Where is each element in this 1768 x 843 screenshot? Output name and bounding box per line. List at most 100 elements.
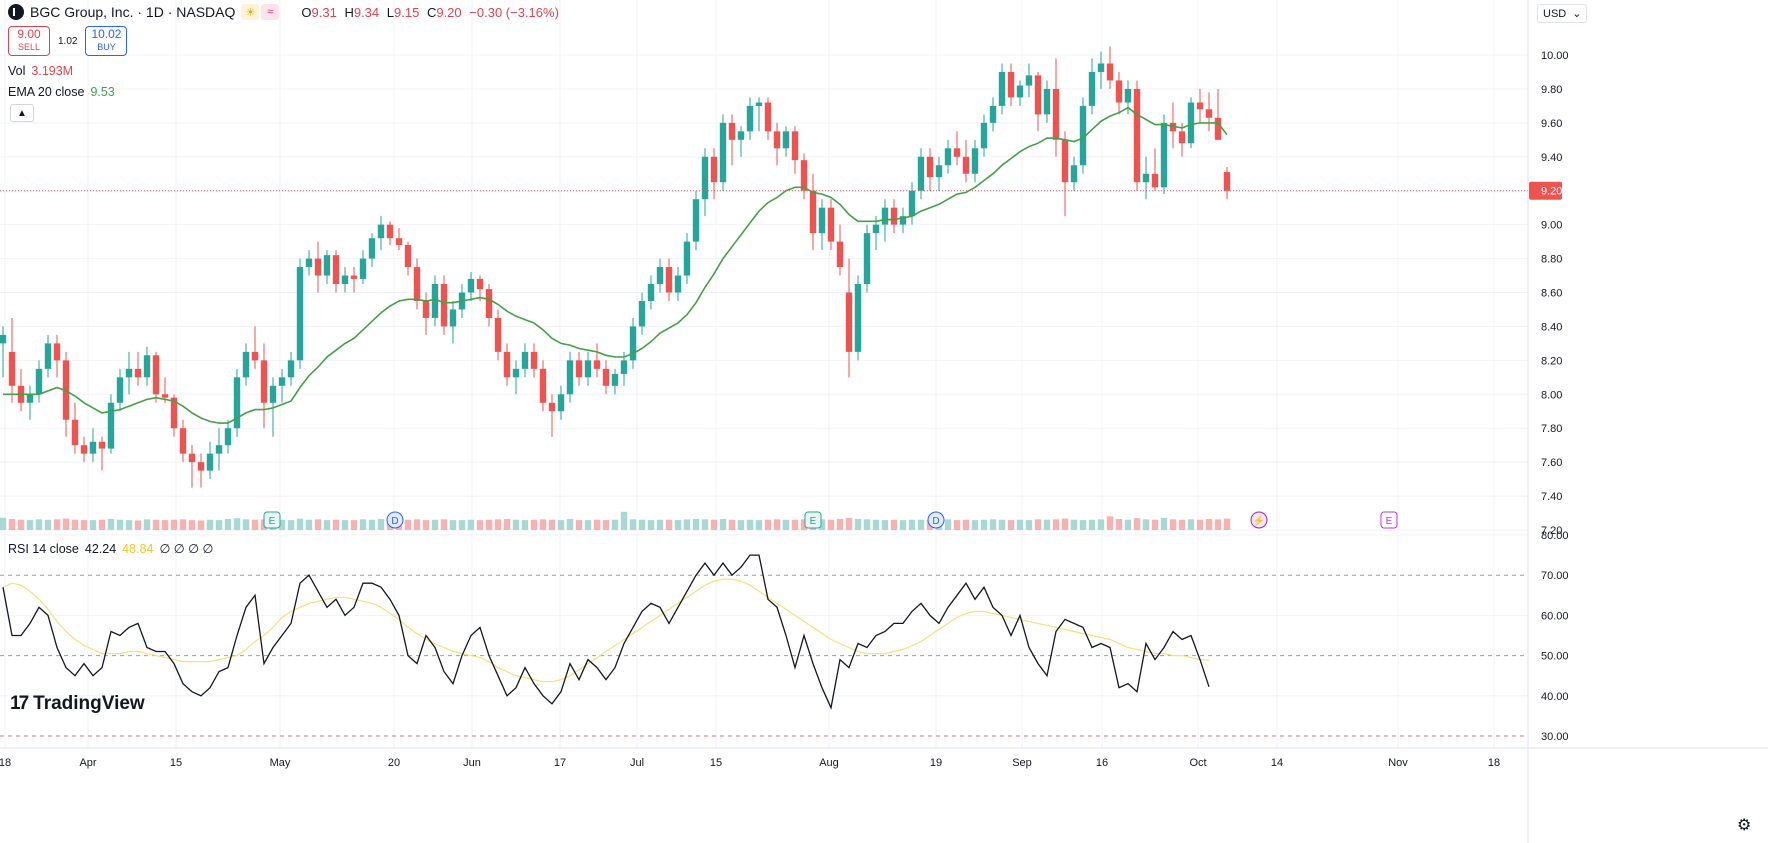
candle-body (611, 373, 619, 386)
candle-body (1070, 165, 1078, 183)
volume-bar (1070, 519, 1078, 530)
candle-body (107, 402, 115, 449)
buy-button[interactable]: 10.02 BUY (85, 26, 128, 56)
candle-body (809, 190, 817, 234)
rsi-line (2, 554, 1210, 710)
volume-bar (413, 519, 421, 530)
rsi-legend-extra: ∅ ∅ ∅ ∅ (159, 542, 214, 556)
volume-bar (1016, 519, 1024, 530)
sun-icon[interactable]: ☀ (241, 4, 260, 20)
volume-bar (287, 520, 295, 530)
time-tick-label: 18 (0, 757, 11, 769)
collapse-legend-button[interactable]: ▲ (10, 104, 34, 122)
volume-bar (125, 520, 133, 530)
candle-body (332, 255, 340, 285)
volume-bar (314, 519, 322, 530)
last-price-label-text: 9.20 (1541, 186, 1562, 198)
pulse-icon[interactable]: ≈ (261, 4, 280, 20)
tradingview-logo[interactable]: 17 TradingView (10, 693, 145, 715)
close-label: C (426, 4, 437, 20)
volume-bar (800, 519, 808, 530)
time-axis[interactable]: 18 Apr 15 May 20 Jun 17 Jul 15 Aug 19 Sep 16 Oct 14 Nov… (0, 747, 1768, 769)
rsi-tick-label: 60.00 (1541, 610, 1569, 622)
candle-body (692, 199, 700, 242)
change-value: −0.30 (−3.16%) (469, 4, 559, 20)
candle-body (1088, 71, 1096, 106)
volume-bar (350, 520, 358, 530)
volume-bar (332, 519, 340, 530)
candle-body (548, 402, 556, 412)
volume-bar (89, 520, 97, 530)
volume-bar (629, 519, 637, 530)
price-tick-label: 9.60 (1541, 118, 1562, 130)
volume-bar (1133, 518, 1141, 530)
candle-body (1196, 102, 1204, 110)
event-marker (263, 511, 281, 529)
candle-body (224, 428, 232, 446)
rsi-axis[interactable]: 80.00 70.00 60.00 50.00 40.00 30.00 (1541, 530, 1569, 743)
event-marker-label: E (1386, 516, 1393, 527)
candlesticks (0, 46, 1231, 488)
time-tick-label: 19 (930, 757, 942, 769)
volume-legend-label: Vol (8, 64, 26, 78)
candle-body (35, 368, 43, 395)
candle-body (503, 351, 511, 378)
gear-icon[interactable]: ⚙ (1737, 817, 1752, 834)
volume-bar (1025, 520, 1033, 530)
candle-body (773, 131, 781, 149)
volume-bar (161, 520, 169, 530)
currency-selector[interactable]: USD ⌄ (1537, 4, 1588, 23)
volume-bar (737, 520, 745, 530)
volume-bar (980, 519, 988, 530)
volume-bar (746, 519, 754, 530)
volume-bar (197, 520, 205, 530)
company-logo-icon (8, 4, 24, 20)
volume-bar (179, 519, 187, 530)
candle-body (827, 207, 835, 242)
volume-bar (404, 519, 412, 530)
candle-body (404, 245, 412, 268)
price-tick-label: 7.20 (1541, 525, 1562, 537)
candle-body (44, 343, 52, 369)
candle-body (863, 233, 871, 285)
volume-bar (377, 518, 385, 530)
event-markers[interactable]: E D E D ⚡ E (263, 511, 1398, 529)
candle-body (854, 284, 862, 352)
volume-bar (881, 520, 889, 530)
volume-bar (755, 520, 763, 530)
volume-bar (188, 520, 196, 530)
candle-body (620, 360, 628, 374)
candle-body (728, 122, 736, 140)
sell-button[interactable]: 9.00 SELL (8, 26, 50, 56)
rsi-tick-label: 40.00 (1541, 691, 1569, 703)
volume-bar (1160, 517, 1168, 530)
symbol-title[interactable]: BGC Group, Inc. · 1D · NASDAQ (30, 4, 236, 20)
candle-body (395, 238, 403, 245)
candle-body (737, 131, 745, 140)
volume-bar (431, 519, 439, 530)
spread-value: 1.02 (58, 35, 78, 47)
volume-bar (845, 517, 853, 530)
volume-bar (134, 520, 142, 530)
volume-bar (989, 519, 997, 530)
candle-body (296, 267, 304, 361)
candle-body (170, 397, 178, 429)
candle-body (0, 334, 7, 344)
volume-bar (962, 519, 970, 530)
sell-label: SELL (17, 42, 41, 52)
candle-body (1223, 172, 1231, 191)
time-tick-label: 15 (170, 757, 182, 769)
candle-body (791, 131, 799, 161)
ema-legend[interactable]: EMA 20 close 9.53 (8, 85, 115, 99)
volume-bar (872, 519, 880, 530)
event-marker (1380, 511, 1398, 529)
candle-body (1106, 63, 1114, 81)
time-tick-label: 14 (1271, 757, 1283, 769)
rsi-legend[interactable]: RSI 14 close 42.24 48.84 ∅ ∅ ∅ ∅ (8, 541, 213, 556)
volume-legend[interactable]: Vol 3.193M (8, 64, 73, 78)
volume-bar (728, 519, 736, 530)
event-marker-label: D (932, 516, 939, 527)
price-axis[interactable]: 10.00 9.80 9.60 9.40 9.20 9.00 8.80 8.60 8.40 8.2… (1527, 0, 1768, 843)
volume-bar (440, 519, 448, 530)
